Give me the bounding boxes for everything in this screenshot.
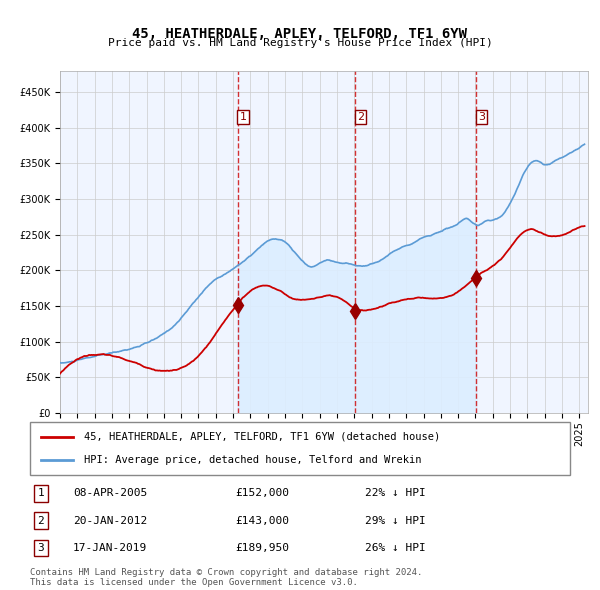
Text: 1: 1 [239, 112, 247, 122]
Text: 2: 2 [357, 112, 364, 122]
Text: This data is licensed under the Open Government Licence v3.0.: This data is licensed under the Open Gov… [30, 578, 358, 587]
Text: £143,000: £143,000 [235, 516, 289, 526]
FancyBboxPatch shape [30, 422, 570, 475]
Text: Contains HM Land Registry data © Crown copyright and database right 2024.: Contains HM Land Registry data © Crown c… [30, 568, 422, 576]
Text: 3: 3 [478, 112, 485, 122]
Text: 1: 1 [37, 489, 44, 499]
Text: 22% ↓ HPI: 22% ↓ HPI [365, 489, 425, 499]
Text: Price paid vs. HM Land Registry's House Price Index (HPI): Price paid vs. HM Land Registry's House … [107, 38, 493, 48]
Text: HPI: Average price, detached house, Telford and Wrekin: HPI: Average price, detached house, Telf… [84, 455, 421, 465]
Text: 45, HEATHERDALE, APLEY, TELFORD, TF1 6YW: 45, HEATHERDALE, APLEY, TELFORD, TF1 6YW [133, 27, 467, 41]
Text: 17-JAN-2019: 17-JAN-2019 [73, 543, 148, 553]
Text: £189,950: £189,950 [235, 543, 289, 553]
Text: 08-APR-2005: 08-APR-2005 [73, 489, 148, 499]
Text: 2: 2 [37, 516, 44, 526]
Text: 26% ↓ HPI: 26% ↓ HPI [365, 543, 425, 553]
Text: 20-JAN-2012: 20-JAN-2012 [73, 516, 148, 526]
Text: 29% ↓ HPI: 29% ↓ HPI [365, 516, 425, 526]
Text: 45, HEATHERDALE, APLEY, TELFORD, TF1 6YW (detached house): 45, HEATHERDALE, APLEY, TELFORD, TF1 6YW… [84, 432, 440, 442]
Text: £152,000: £152,000 [235, 489, 289, 499]
Text: 3: 3 [37, 543, 44, 553]
